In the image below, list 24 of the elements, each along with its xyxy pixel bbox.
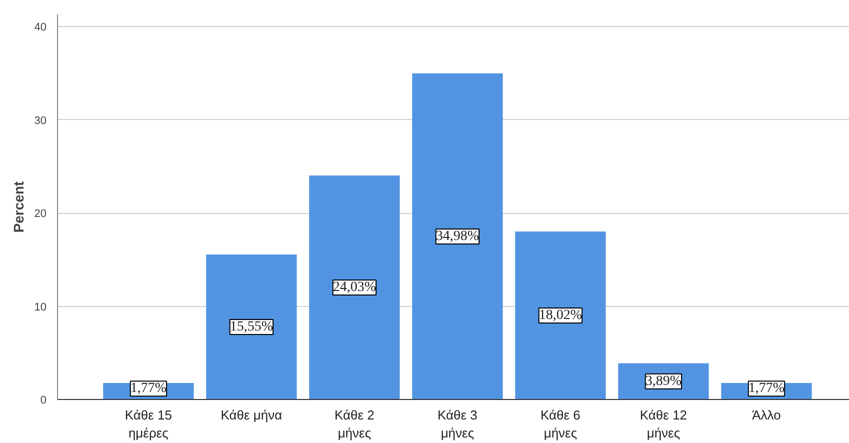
y-tick-label: 0 — [40, 394, 47, 406]
y-tick-label: 30 — [34, 114, 47, 127]
x-tick-label: Κάθε 6 μήνες — [540, 408, 580, 440]
data-label: 1,77% — [748, 381, 785, 396]
x-tick-label: Κάθε 15 ημέρες — [124, 408, 172, 440]
data-label: 1,77% — [130, 381, 167, 396]
x-tick-label: Άλλο — [752, 408, 781, 422]
data-label: 15,55% — [230, 320, 274, 335]
data-label: 24,03% — [332, 280, 376, 295]
y-tick-label: 10 — [34, 301, 47, 314]
data-label: 3,89% — [645, 374, 682, 389]
data-label: 18,02% — [538, 308, 582, 324]
bar — [412, 73, 503, 400]
bar — [309, 175, 400, 400]
x-tick-label: Κάθε 2 μήνες — [334, 408, 374, 440]
x-tick-label: Κάθε 3 μήνες — [438, 408, 478, 440]
bar — [206, 254, 297, 400]
y-axis-title: Percent — [10, 180, 26, 233]
x-tick-label: Κάθε 12 μήνες — [640, 408, 688, 440]
x-tick-label: Κάθε μήνα — [220, 408, 283, 422]
y-tick-label: 20 — [34, 208, 47, 220]
y-tick-label: 40 — [34, 22, 47, 34]
data-label: 34,98% — [436, 228, 480, 244]
bar — [515, 232, 606, 400]
